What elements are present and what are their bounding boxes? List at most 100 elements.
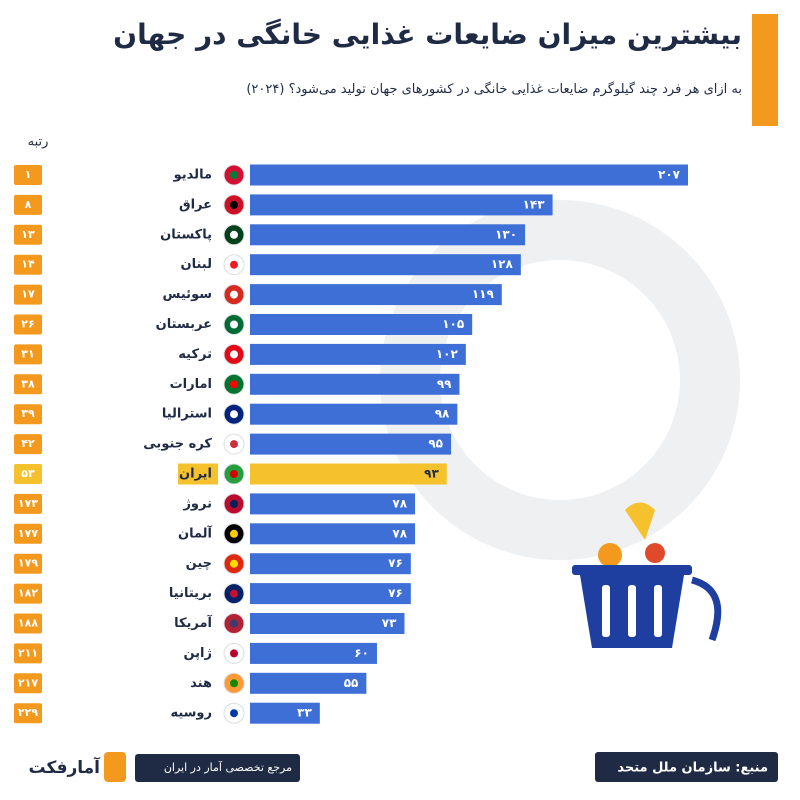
rank: ۲۶ (21, 318, 34, 331)
value-label: ۱۴۳ (523, 197, 546, 211)
brand-mark (104, 752, 126, 782)
category-label: ترکیه (178, 347, 212, 362)
rank: ۴۲ (21, 437, 35, 450)
rank: ۱ (25, 168, 32, 181)
rank: ۸ (25, 198, 32, 211)
value-label: ۷۳ (382, 616, 397, 630)
rank-box (14, 374, 42, 395)
value-label: ۹۸ (435, 407, 450, 421)
rank: ۳۸ (21, 377, 35, 390)
rank-box (14, 464, 42, 484)
bar (250, 553, 411, 575)
value-label: ۱۱۹ (472, 287, 495, 301)
brand-tagline: مرجع تخصصی آمار در ایران (164, 760, 292, 774)
tagline-box (135, 754, 300, 782)
flag-detail (230, 649, 238, 658)
flag-detail (230, 320, 238, 329)
rank-box (14, 673, 42, 694)
value-label: ۹۹ (437, 377, 452, 391)
trash-illustration (572, 502, 722, 648)
flag-detail (230, 260, 238, 269)
flag-detail (230, 230, 238, 239)
rank-box (14, 314, 42, 335)
rank: ۳۹ (21, 407, 35, 420)
category-label: چین (186, 556, 212, 571)
value-label: ۱۰۵ (442, 317, 464, 331)
rank-box (14, 643, 42, 664)
rank-box (14, 523, 42, 544)
rank-header: رتبه (28, 135, 49, 150)
brand: آمارفکت (28, 756, 101, 778)
category-label: آلمان (178, 524, 213, 541)
category-label: روسیه (170, 706, 212, 721)
flag-detail (230, 589, 238, 598)
value-label: ۶۰ (354, 646, 369, 660)
flag-detail (230, 499, 238, 508)
bar (250, 373, 460, 395)
rank: ۱۷۹ (18, 557, 38, 570)
rank: ۱۸۲ (18, 587, 38, 600)
value-label: ۷۸ (392, 526, 407, 540)
category-label: عربستان (156, 317, 212, 332)
rank-box (14, 703, 42, 724)
category-label: بریتانیا (169, 586, 212, 601)
title: بیشترین میزان ضایعات غذایی خانگی در جهان (113, 18, 742, 51)
bar (250, 284, 502, 306)
value-label: ۹۵ (428, 437, 443, 451)
category-label: پاکستان (160, 227, 212, 242)
value-label: ۹۳ (424, 467, 439, 481)
rank: ۲۱۱ (18, 646, 38, 659)
flag-detail (230, 380, 238, 389)
rank: ۱۴ (21, 258, 35, 271)
rank: ۱۷ (21, 288, 35, 301)
flag-detail (230, 290, 238, 299)
value-label: ۱۲۸ (491, 257, 514, 271)
rank: ۱۷۳ (18, 497, 38, 510)
bar (250, 164, 688, 186)
flag-detail (230, 529, 238, 538)
accent (752, 14, 778, 126)
rank: ۲۱۷ (18, 676, 38, 689)
rank: ۱۸۸ (18, 617, 38, 630)
rank: ۵۳ (21, 467, 35, 480)
flag-detail (230, 410, 238, 419)
value-label: ۷۶ (388, 556, 403, 570)
source-box (595, 752, 778, 782)
category-label: آمریکا (174, 614, 212, 631)
bar (250, 463, 447, 485)
value-label: ۵۵ (344, 676, 359, 690)
bar (250, 613, 405, 634)
subtitle: به ازای هر فرد چند گیلوگرم ضایعات غذایی … (246, 82, 742, 97)
category-label: عراق (179, 197, 212, 212)
bar (250, 583, 411, 605)
bar (250, 642, 377, 664)
category-label: ایران (179, 467, 212, 482)
category-label: مالدیو (173, 168, 212, 183)
bar (250, 254, 521, 276)
bar (250, 314, 473, 335)
bar (250, 702, 320, 724)
rank: ۱۷۷ (18, 527, 38, 540)
flag-detail (230, 440, 238, 449)
flag-detail (230, 171, 238, 179)
category-label: نروژ (182, 496, 212, 511)
category-label: ژاپن (183, 646, 212, 661)
flag-detail (230, 709, 238, 718)
bar (250, 403, 458, 425)
flag-detail (230, 559, 238, 568)
bar (250, 343, 466, 365)
bar (250, 224, 526, 246)
flag-detail (230, 619, 238, 628)
value-label: ۱۳۰ (495, 227, 517, 241)
bar (250, 194, 553, 216)
category-label: استرالیا (162, 407, 212, 422)
category-label: امارات (170, 377, 212, 392)
rank-box (14, 165, 42, 185)
value-label: ۲۰۷ (658, 168, 681, 182)
rank-box (14, 284, 42, 305)
rank-box (14, 254, 42, 275)
category-label: کره جنوبی (143, 437, 212, 452)
category-label: لبنان (181, 257, 212, 272)
